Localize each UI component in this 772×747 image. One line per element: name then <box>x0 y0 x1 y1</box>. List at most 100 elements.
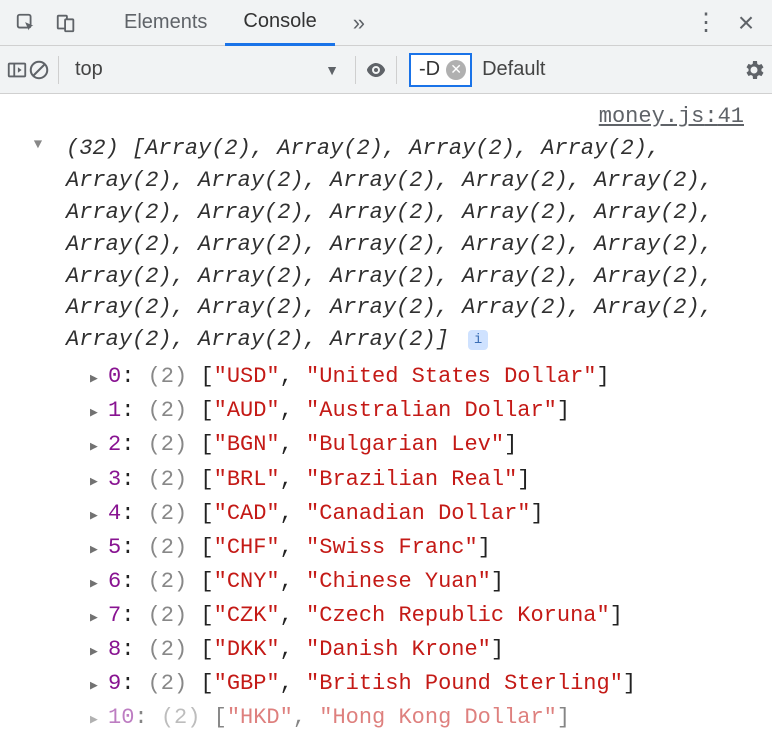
entry-index: 5 <box>108 535 121 560</box>
settings-gear-icon[interactable] <box>742 58 766 82</box>
array-summary: [Array(2), Array(2), Array(2), Array(2),… <box>66 136 713 352</box>
expand-arrow-icon[interactable]: ▶ <box>90 574 102 594</box>
entry-code: "HKD" <box>227 705 293 730</box>
source-link[interactable]: money.js:41 <box>10 98 762 131</box>
entry-length: (2) <box>148 432 188 457</box>
tab-overflow[interactable]: » <box>335 0 383 46</box>
entry-name: "United States Dollar" <box>306 364 596 389</box>
inspect-icon[interactable] <box>6 3 46 43</box>
execution-context-selector[interactable]: top ▼ <box>67 52 347 88</box>
live-expression-icon[interactable] <box>364 58 388 82</box>
entry-code: "CNY" <box>214 569 280 594</box>
entry-code: "BRL" <box>214 467 280 492</box>
array-entry[interactable]: ▶2: (2) ["BGN", "Bulgarian Lev"] <box>90 428 762 462</box>
array-entry[interactable]: ▶3: (2) ["BRL", "Brazilian Real"] <box>90 463 762 497</box>
clear-console-icon[interactable] <box>28 59 50 81</box>
entry-length: (2) <box>148 671 188 696</box>
divider <box>58 56 59 84</box>
entry-name: "Chinese Yuan" <box>306 569 491 594</box>
console-sidebar-toggle-icon[interactable] <box>6 59 28 81</box>
array-entry[interactable]: ▶4: (2) ["CAD", "Canadian Dollar"] <box>90 497 762 531</box>
array-entry[interactable]: ▶5: (2) ["CHF", "Swiss Franc"] <box>90 531 762 565</box>
info-icon[interactable]: i <box>468 330 488 350</box>
entry-index: 4 <box>108 501 121 526</box>
array-preview[interactable]: (32) [Array(2), Array(2), Array(2), Arra… <box>66 133 762 356</box>
entry-name: "Hong Kong Dollar" <box>319 705 557 730</box>
array-entry[interactable]: ▶9: (2) ["GBP", "British Pound Sterling"… <box>90 667 762 701</box>
entry-name: "British Pound Sterling" <box>306 671 623 696</box>
entry-index: 9 <box>108 671 121 696</box>
array-entry[interactable]: ▶10: (2) ["HKD", "Hong Kong Dollar"] <box>90 701 762 735</box>
entry-index: 1 <box>108 398 121 423</box>
entry-length: (2) <box>148 603 188 628</box>
tab-console[interactable]: Console <box>225 0 334 46</box>
entry-index: 6 <box>108 569 121 594</box>
array-entry[interactable]: ▶1: (2) ["AUD", "Australian Dollar"] <box>90 394 762 428</box>
close-icon[interactable]: × <box>726 3 766 43</box>
expand-arrow-icon[interactable]: ▶ <box>90 540 102 560</box>
array-entry[interactable]: ▶6: (2) ["CNY", "Chinese Yuan"] <box>90 565 762 599</box>
source-file: money.js <box>599 104 705 129</box>
kebab-menu-icon[interactable]: ⋮ <box>686 3 726 43</box>
expand-arrow-icon[interactable]: ▶ <box>90 472 102 492</box>
expand-arrow-icon[interactable]: ▶ <box>90 710 102 730</box>
tabs: Elements Console » <box>106 0 686 46</box>
devtools-tabbar: Elements Console » ⋮ × <box>0 0 772 46</box>
log-levels-selector[interactable]: Default levels <box>482 58 546 81</box>
expand-arrow-icon[interactable]: ▶ <box>90 403 102 423</box>
array-entry[interactable]: ▶0: (2) ["USD", "United States Dollar"] <box>90 360 762 394</box>
tab-elements[interactable]: Elements <box>106 0 225 46</box>
entry-length: (2) <box>161 705 201 730</box>
entry-name: "Australian Dollar" <box>306 398 557 423</box>
expand-arrow-icon[interactable]: ▶ <box>90 676 102 696</box>
entry-name: "Swiss Franc" <box>306 535 478 560</box>
array-entry[interactable]: ▶8: (2) ["DKK", "Danish Krone"] <box>90 633 762 667</box>
entry-code: "DKK" <box>214 637 280 662</box>
entry-length: (2) <box>148 535 188 560</box>
entry-index: 10 <box>108 705 134 730</box>
entry-code: "CZK" <box>214 603 280 628</box>
entry-name: "Czech Republic Koruna" <box>306 603 610 628</box>
entry-code: "USD" <box>214 364 280 389</box>
entry-code: "CAD" <box>214 501 280 526</box>
expand-arrow-icon[interactable]: ▶ <box>90 437 102 457</box>
entry-length: (2) <box>148 398 188 423</box>
log-message: ▼ (32) [Array(2), Array(2), Array(2), Ar… <box>10 131 762 735</box>
entry-name: "Canadian Dollar" <box>306 501 530 526</box>
entry-name: "Danish Krone" <box>306 637 491 662</box>
entry-index: 2 <box>108 432 121 457</box>
device-toggle-icon[interactable] <box>46 3 86 43</box>
entry-index: 3 <box>108 467 121 492</box>
filter-value: -D <box>419 58 440 81</box>
entry-index: 0 <box>108 364 121 389</box>
chevron-down-icon: ▼ <box>325 62 339 78</box>
entry-name: "Bulgarian Lev" <box>306 432 504 457</box>
entry-length: (2) <box>148 637 188 662</box>
filter-input[interactable]: -D ✕ <box>409 53 472 87</box>
entry-code: "AUD" <box>214 398 280 423</box>
array-entry[interactable]: ▶7: (2) ["CZK", "Czech Republic Koruna"] <box>90 599 762 633</box>
entry-code: "BGN" <box>214 432 280 457</box>
entry-code: "CHF" <box>214 535 280 560</box>
entry-index: 8 <box>108 637 121 662</box>
context-label: top <box>75 58 103 81</box>
entry-length: (2) <box>148 364 188 389</box>
entry-length: (2) <box>148 501 188 526</box>
array-length: (32) <box>66 136 119 161</box>
divider <box>355 56 356 84</box>
entry-length: (2) <box>148 569 188 594</box>
entry-index: 7 <box>108 603 121 628</box>
divider <box>396 56 397 84</box>
entry-length: (2) <box>148 467 188 492</box>
clear-filter-icon[interactable]: ✕ <box>446 60 466 80</box>
expand-arrow-icon[interactable]: ▶ <box>90 506 102 526</box>
source-line: 41 <box>718 104 744 129</box>
entry-name: "Brazilian Real" <box>306 467 517 492</box>
expand-arrow-icon[interactable]: ▶ <box>90 369 102 389</box>
array-entries: ▶0: (2) ["USD", "United States Dollar"]▶… <box>66 360 762 735</box>
console-toolbar: top ▼ -D ✕ Default levels <box>0 46 772 94</box>
expand-arrow-icon[interactable]: ▶ <box>90 608 102 628</box>
expand-arrow-icon[interactable]: ▶ <box>90 642 102 662</box>
expand-toggle[interactable]: ▼ <box>10 133 66 153</box>
entry-code: "GBP" <box>214 671 280 696</box>
